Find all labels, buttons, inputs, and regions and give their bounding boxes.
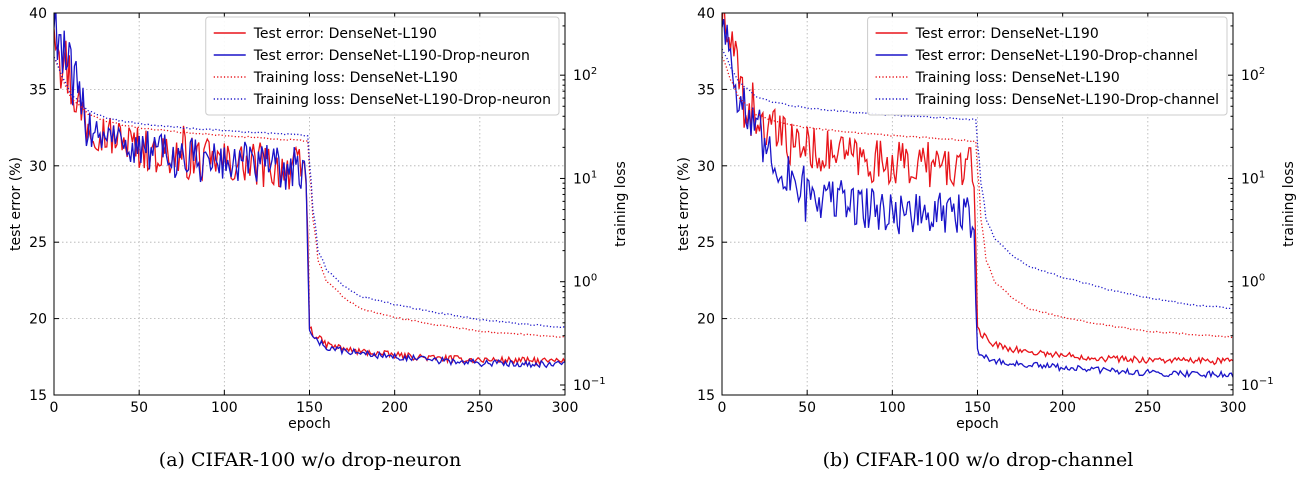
series-line-3 [722,56,1233,339]
y-axis-right-label: training loss [1281,161,1297,247]
legend-label-2: Test error: DenseNet-L190-Drop-neuron [253,48,530,64]
panel-caption: (a) CIFAR-100 w/o drop-neuron [159,449,461,471]
legend-label-3: Training loss: DenseNet-L190 [253,70,458,86]
x-axis-label: epoch [288,416,331,432]
series-line-4 [54,56,565,329]
y-right-tick-label: 102 [573,66,597,84]
x-tick-label: 50 [798,400,816,416]
x-tick-label: 150 [296,400,323,416]
y-axis-label: test error (%) [8,157,24,251]
y-right-tick-label: 10−1 [573,376,606,394]
legend: Test error: DenseNet-L190 Test error: Den… [867,16,1228,116]
legend-label-3: Training loss: DenseNet-L190 [915,70,1120,86]
y-right-tick-label: 101 [573,169,597,187]
y-tick-label: 15 [697,388,715,404]
x-tick-label: 50 [130,400,148,416]
y-tick-label: 30 [697,159,715,175]
x-tick-label: 100 [879,400,906,416]
y-right-tick-label: 10−1 [1241,376,1274,394]
y-right-tick-label: 101 [1241,169,1265,187]
series-line-2 [54,13,565,369]
x-tick-label: 0 [718,400,727,416]
y-tick-label: 35 [29,82,47,98]
panel-caption: (b) CIFAR-100 w/o drop-channel [823,449,1134,471]
y-tick-label: 25 [697,235,715,251]
x-tick-label: 250 [1134,400,1161,416]
y-right-tick-label: 100 [573,273,597,291]
y-right-tick-label: 100 [1241,273,1265,291]
x-tick-label: 250 [466,400,493,416]
chart-panel-2: 0 50 100 150 200 250 300 15 20 25 30 35 40 10−1 100 101… [676,6,1297,471]
x-tick-label: 200 [1049,400,1076,416]
legend-label-2: Test error: DenseNet-L190-Drop-channel [915,48,1198,64]
y-tick-label: 30 [29,159,47,175]
legend-label-4: Training loss: DenseNet-L190-Drop-neuron [253,92,551,108]
legend-label-1: Test error: DenseNet-L190 [915,26,1099,42]
series-line-2 [722,18,1233,379]
legend-label-4: Training loss: DenseNet-L190-Drop-channe… [915,92,1219,108]
legend-label-1: Test error: DenseNet-L190 [253,26,437,42]
y-tick-label: 25 [29,235,47,251]
x-tick-label: 300 [552,400,579,416]
chart-panel-1: 0 50 100 150 200 250 300 15 20 25 30 35 40 10−1 100 101… [8,6,629,471]
series-line-4 [722,48,1233,310]
x-tick-label: 0 [50,400,59,416]
y-axis-right-label: training loss [613,161,629,247]
legend-box [867,16,1228,116]
y-right-tick-label: 102 [1241,66,1265,84]
y-tick-label: 35 [697,82,715,98]
x-tick-label: 150 [964,400,991,416]
x-tick-label: 200 [381,400,408,416]
y-tick-label: 40 [29,6,47,22]
y-axis-label: test error (%) [676,157,692,251]
legend: Test error: DenseNet-L190 Test error: Den… [205,16,560,116]
y-tick-label: 20 [697,312,715,328]
y-tick-label: 40 [697,6,715,22]
x-axis-label: epoch [956,416,999,432]
y-tick-label: 15 [29,388,47,404]
y-tick-label: 20 [29,312,47,328]
x-tick-label: 300 [1220,400,1247,416]
legend-box [205,16,560,116]
x-tick-label: 100 [211,400,238,416]
